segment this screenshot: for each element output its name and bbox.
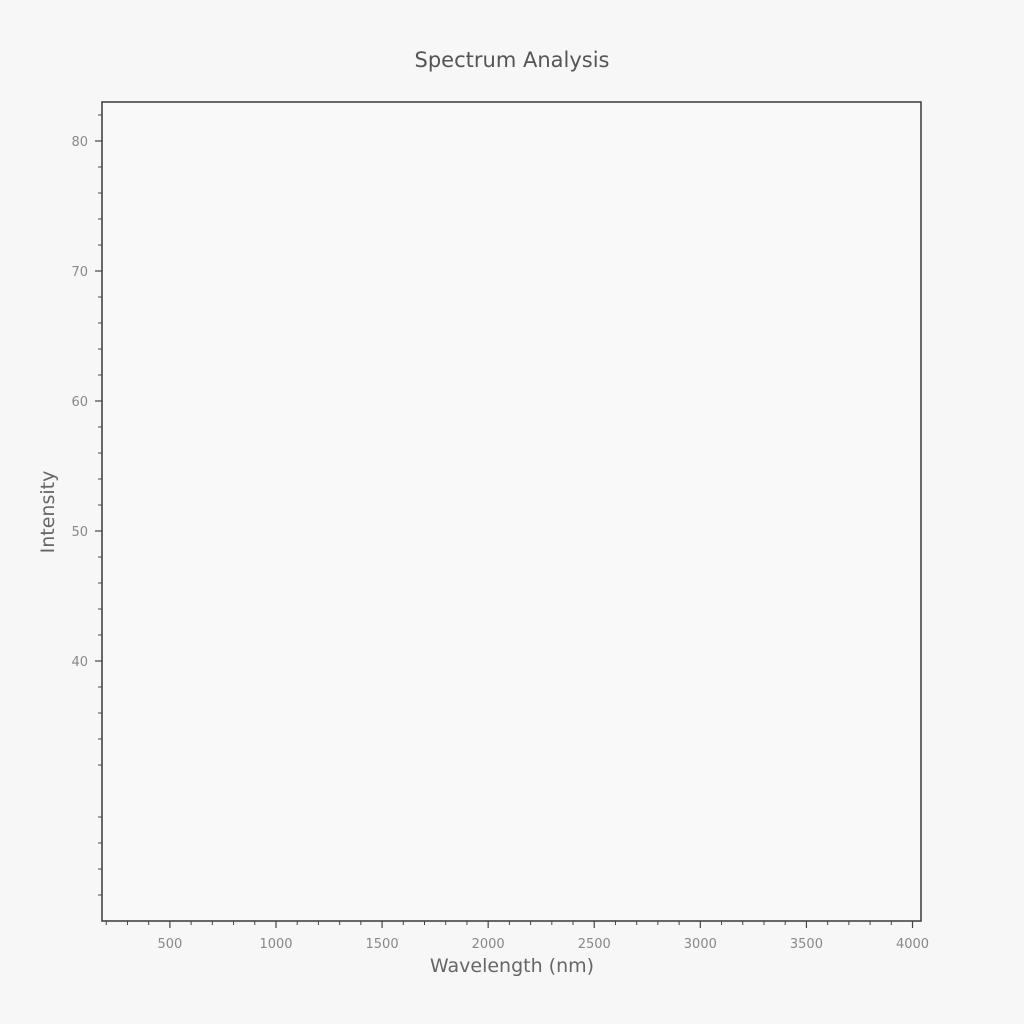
- x-tick-label: 4000: [896, 937, 929, 952]
- chart-title: Spectrum Analysis: [414, 48, 610, 72]
- x-tick-label: 1000: [259, 937, 292, 952]
- x-axis-label: Wavelength (nm): [429, 955, 595, 977]
- x-tick-label: 3500: [790, 937, 823, 952]
- y-axis-label: Intensity: [37, 470, 59, 554]
- x-tick-label: 3000: [684, 937, 717, 952]
- x-tick-label: 1500: [366, 937, 399, 952]
- x-tick-label: 500: [157, 937, 182, 952]
- y-tick-label: 70: [71, 265, 88, 280]
- y-tick-label: 80: [71, 135, 88, 150]
- y-tick-label: 60: [71, 395, 88, 410]
- y-tick-label: 40: [71, 655, 88, 670]
- x-tick-label: 2000: [472, 937, 505, 952]
- y-tick-label: 50: [71, 525, 88, 540]
- plot-frame: [101, 101, 922, 922]
- x-tick-label: 2500: [578, 937, 611, 952]
